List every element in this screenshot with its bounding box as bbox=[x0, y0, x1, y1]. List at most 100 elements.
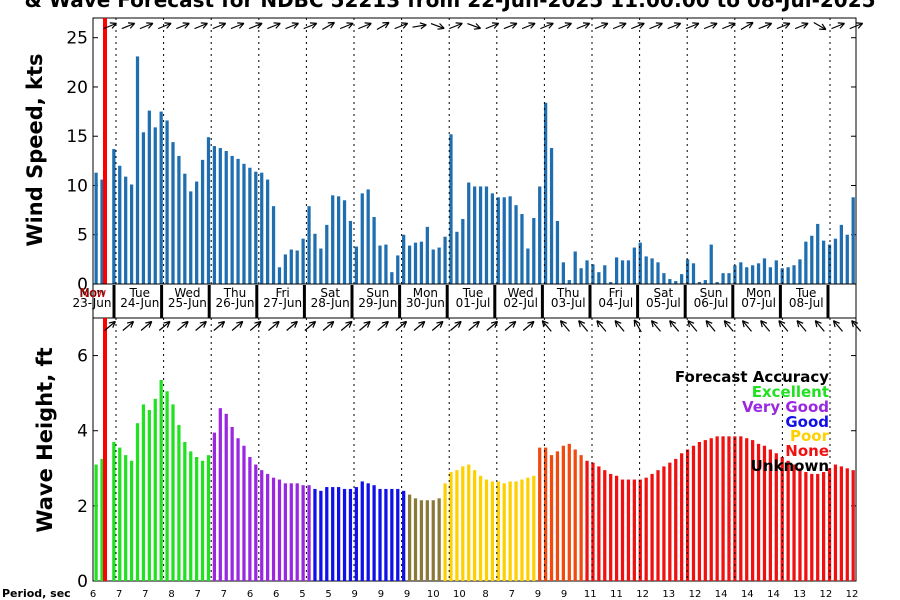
wave-direction-arrow bbox=[322, 320, 335, 331]
wind-arrow-head bbox=[109, 22, 117, 29]
wind-bar bbox=[206, 137, 211, 284]
wave-bar bbox=[129, 460, 134, 581]
wave-direction-arrow bbox=[177, 320, 189, 331]
wave-height-panel: 0 2 4 6 6 7 7 8 7 7 6 6 5 5 9 9 9 10 10 8 7 9 9 11 11 12 13 12 14 14 1… bbox=[77, 317, 862, 600]
period-tick-label: 6 bbox=[90, 589, 96, 600]
wave-direction-arrow bbox=[669, 320, 680, 332]
period-tick-label: 13 bbox=[793, 589, 806, 600]
wave-bar bbox=[354, 487, 358, 581]
wave-bar bbox=[538, 447, 542, 581]
period-tick-label: 7 bbox=[195, 589, 201, 600]
wind-bar bbox=[372, 217, 376, 284]
wave-bar bbox=[141, 404, 146, 581]
wave-arrow-shaft bbox=[633, 319, 642, 333]
wave-bar bbox=[798, 468, 802, 581]
wind-bar bbox=[816, 223, 820, 284]
wind-bar bbox=[561, 262, 565, 284]
day-date-label: 07-Jul bbox=[741, 296, 776, 310]
wind-bar bbox=[118, 165, 122, 284]
wave-bar bbox=[484, 479, 489, 581]
wave-bar bbox=[680, 453, 684, 581]
wave-bar bbox=[100, 458, 104, 581]
wave-arrow-shaft bbox=[796, 320, 807, 332]
wave-arrow-shaft bbox=[522, 321, 535, 331]
wave-arrow-head bbox=[272, 320, 280, 328]
wind-arrow-head bbox=[127, 22, 136, 29]
wind-direction-arrow bbox=[685, 22, 700, 30]
wave-bar bbox=[277, 479, 282, 581]
wave-arrow-shaft bbox=[286, 321, 298, 331]
wind-bar bbox=[697, 282, 702, 284]
wind-direction-arrow bbox=[776, 22, 791, 30]
wind-bar bbox=[768, 267, 773, 284]
wave-direction-arrow bbox=[741, 320, 752, 332]
wave-bar bbox=[177, 425, 181, 581]
wind-arrow-head bbox=[819, 23, 827, 31]
wind-arrow-shaft bbox=[667, 22, 681, 30]
wind-bar bbox=[674, 281, 678, 284]
wave-bar bbox=[384, 488, 388, 581]
wind-arrow-shaft bbox=[394, 22, 408, 30]
wave-arrow-head bbox=[614, 320, 622, 328]
wave-height-axis-label: Wave Height, ft bbox=[33, 347, 57, 532]
wave-bar bbox=[597, 466, 601, 581]
wind-arrow-shaft bbox=[831, 22, 845, 30]
wind-tick-label: 15 bbox=[66, 127, 88, 147]
wave-bar bbox=[153, 398, 157, 581]
wave-bar bbox=[390, 488, 394, 581]
wave-bar bbox=[810, 473, 814, 581]
wave-bar bbox=[780, 457, 784, 581]
wave-arrow-head bbox=[217, 320, 226, 328]
wave-arrow-head bbox=[472, 320, 480, 328]
wave-direction-arrow bbox=[522, 320, 535, 331]
wind-bar bbox=[739, 262, 743, 284]
wind-direction-arrow bbox=[394, 22, 409, 30]
wave-bar bbox=[283, 483, 288, 581]
period-tick-label: 11 bbox=[584, 589, 597, 600]
wave-bar bbox=[579, 455, 583, 581]
legend-very-good: Very Good bbox=[742, 398, 829, 416]
wind-bar bbox=[354, 246, 358, 284]
wind-bar bbox=[644, 256, 648, 284]
wind-bar bbox=[473, 186, 477, 284]
wave-arrow-shaft bbox=[468, 321, 480, 331]
wave-bar bbox=[348, 488, 353, 581]
wave-arrow-shaft bbox=[705, 320, 716, 332]
wind-arrow-head bbox=[710, 22, 718, 29]
wind-bar bbox=[141, 132, 146, 284]
wave-arrow-shaft bbox=[450, 321, 462, 331]
wave-direction-arrow bbox=[122, 320, 135, 331]
wave-arrow-head bbox=[436, 320, 444, 328]
wind-direction-arrow bbox=[376, 21, 390, 31]
wind-bar bbox=[543, 102, 548, 285]
wind-arrow-shaft bbox=[430, 23, 445, 29]
wind-direction-arrow bbox=[558, 22, 572, 30]
period-tick-label: 10 bbox=[453, 589, 466, 600]
wave-direction-arrow bbox=[633, 319, 642, 333]
wind-direction-arrow bbox=[503, 22, 518, 30]
wave-bar bbox=[650, 473, 654, 581]
period-tick-label: 8 bbox=[482, 589, 488, 600]
wave-direction-arrow bbox=[705, 320, 716, 332]
wave-bar bbox=[697, 441, 702, 581]
day-name-label: Fri bbox=[275, 286, 289, 300]
wave-bar bbox=[745, 438, 749, 581]
period-tick-label: 9 bbox=[561, 589, 567, 600]
wind-bar bbox=[295, 250, 299, 284]
wind-bar bbox=[443, 236, 447, 284]
wind-bar bbox=[248, 167, 252, 284]
legend-none: None bbox=[785, 442, 829, 460]
wind-bar bbox=[620, 260, 625, 284]
wind-arrow-head bbox=[655, 22, 663, 29]
wind-arrow-head bbox=[255, 22, 263, 29]
wind-bar bbox=[307, 206, 311, 284]
wave-arrow-head bbox=[527, 320, 535, 328]
period-tick-label: 12 bbox=[689, 589, 702, 600]
wind-bar bbox=[407, 245, 412, 284]
wind-direction-arrow bbox=[303, 22, 318, 30]
wave-arrow-head bbox=[851, 320, 859, 328]
wind-bar bbox=[461, 218, 465, 284]
wave-bar bbox=[496, 481, 500, 581]
wind-arrow-head bbox=[237, 22, 245, 29]
wave-bar bbox=[845, 468, 849, 581]
